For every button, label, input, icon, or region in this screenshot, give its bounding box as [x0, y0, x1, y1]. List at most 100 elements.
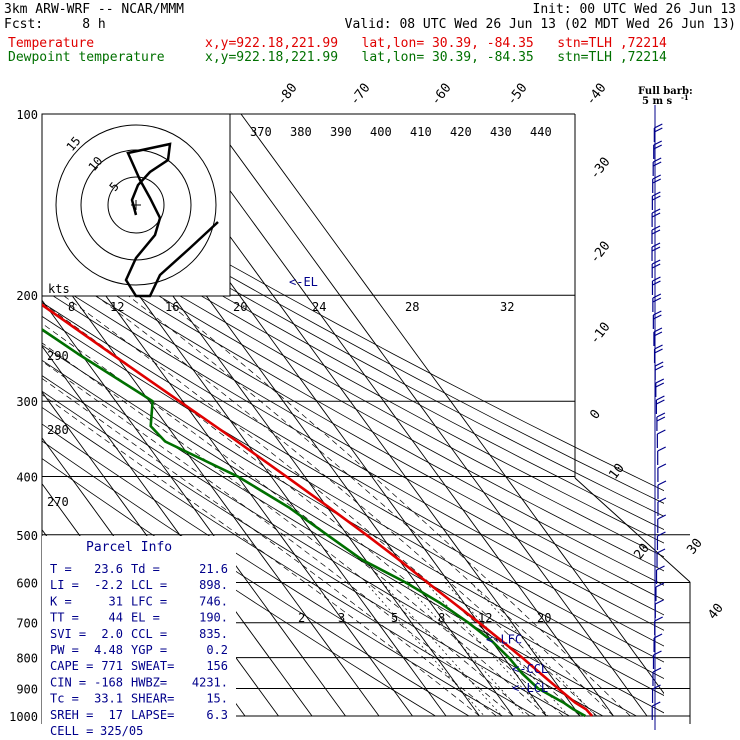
wind-barb-flag — [653, 327, 663, 333]
dewpoint-trace — [42, 327, 587, 718]
theta-e-label: 280 — [47, 423, 69, 437]
parcel-field-label: LAPSE= — [131, 708, 174, 722]
isotherm-label: -10 — [587, 320, 613, 348]
wind-barb-flag — [656, 399, 665, 405]
mixing-ratio-line — [365, 582, 485, 717]
wind-barb-flag — [657, 497, 667, 503]
parcel-field-label: Td = — [131, 562, 160, 576]
parcel-field-label: CELL = — [50, 724, 93, 738]
parcel-field-label: SREH = — [50, 708, 93, 722]
barb-legend-line1: Full barb: — [638, 86, 693, 97]
wind-barb-flag — [655, 378, 665, 384]
wind-barb-flag — [651, 212, 661, 218]
wind-barb-column — [651, 105, 667, 730]
level-annotation: <-LFC — [486, 632, 522, 646]
mixing-ratio-label: 5 — [391, 611, 398, 625]
barb-legend-line2: 5 m s — [642, 96, 673, 107]
mixing-ratio-label: 2 — [298, 611, 305, 625]
wind-barb-flag — [653, 144, 662, 150]
parcel-field-label: LFC = — [131, 594, 167, 608]
dry-adiabat-line — [42, 301, 664, 663]
wind-barb-flag — [654, 127, 663, 133]
dry-adiabat-line — [42, 390, 570, 717]
dewpoint-legend-label: Dewpoint temperature — [8, 50, 165, 65]
parcel-field-label: EL = — [131, 611, 160, 625]
parcel-field-value: 17 — [109, 708, 123, 722]
parcel-field-value: 6.3 — [206, 708, 228, 722]
forecast-hour: Fcst: 8 h — [4, 17, 106, 32]
pressure-tick-label: 200 — [16, 289, 38, 303]
isotherm-line — [240, 114, 664, 695]
isotherm-line — [42, 161, 447, 717]
wind-barb-flag — [653, 633, 663, 639]
level-annotation: <-LCL — [512, 681, 548, 695]
wind-barb-flag — [651, 229, 661, 235]
dry-adiabat-line — [42, 236, 664, 586]
wind-barb-flag — [651, 259, 661, 265]
parcel-field-value: 23.6 — [94, 562, 123, 576]
dry-adiabat-line — [42, 155, 664, 492]
barb-legend-exponent: -1 — [681, 93, 689, 102]
isotherm-label: -20 — [587, 239, 613, 267]
wind-barb-flag — [657, 514, 667, 520]
wind-barb-flag — [652, 684, 661, 690]
wind-barb-flag — [652, 178, 661, 184]
wind-barb-flag — [652, 293, 662, 299]
temperature-legend-label: Temperature — [8, 36, 95, 51]
parcel-field-value: 898. — [199, 578, 228, 592]
theta-label: 440 — [530, 125, 552, 139]
wind-barb-flag — [652, 174, 661, 180]
wind-barb-flag — [653, 314, 662, 320]
isotherm-line — [42, 115, 480, 717]
hodo-speed-label: 24 — [312, 300, 326, 314]
wind-barb-flag — [657, 446, 666, 452]
pressure-tick-label: 800 — [16, 652, 38, 666]
mixing-ratio-label: 20 — [537, 611, 551, 625]
wind-barb-flag — [656, 565, 665, 571]
dry-adiabat-line — [42, 274, 664, 631]
wind-barb-flag — [657, 429, 666, 435]
wind-barb-flag — [656, 395, 665, 401]
theta-label: 390 — [330, 125, 352, 139]
pressure-tick-label: 300 — [16, 395, 38, 409]
mixing-ratio-line — [425, 582, 549, 717]
parcel-info-title: Parcel Info — [86, 540, 172, 555]
hodo-speed-label: 8 — [68, 300, 75, 314]
wind-barb-flag — [652, 276, 661, 282]
theta-label: 420 — [450, 125, 472, 139]
dry-adiabat-line — [42, 200, 664, 544]
wind-barb-flag — [652, 191, 661, 197]
dry-adiabat-line — [42, 177, 664, 517]
parcel-field-label: K = — [50, 594, 72, 608]
pressure-tick-label: 1000 — [9, 710, 38, 724]
parcel-info-panel: Parcel Info T = 23.6 Td = 21.6 LI = -2.2 LCL =… — [42, 536, 236, 738]
theta-e-label: 290 — [47, 349, 69, 363]
hodo-speed-label: 28 — [405, 300, 419, 314]
model-title: 3km ARW-WRF -- NCAR/MMM — [4, 2, 185, 17]
wind-barb-flag — [654, 123, 663, 129]
wind-barb-flag — [652, 280, 661, 286]
wind-barb-flag — [651, 246, 661, 252]
parcel-field-label: CAPE = — [50, 659, 93, 673]
isotherm-line — [140, 114, 581, 717]
wind-barb-flag — [657, 531, 666, 537]
dry-adiabat-line — [42, 249, 664, 601]
isotherm-label: -60 — [428, 81, 454, 109]
parcel-field-value: -168 — [94, 675, 123, 689]
wind-barb-flag — [654, 365, 664, 371]
wind-barb-flag — [653, 650, 662, 656]
isotherm-label: -50 — [504, 81, 530, 109]
parcel-field-value: 156 — [206, 659, 228, 673]
isotherm-label: 0 — [587, 407, 604, 422]
parcel-field-value: 190. — [199, 611, 228, 625]
wind-barb-flag — [657, 480, 667, 486]
wind-barb-flag — [655, 382, 665, 388]
level-annotation: <-EL — [289, 275, 318, 289]
hodo-units: kts — [48, 282, 70, 296]
parcel-field-label: LCL = — [131, 578, 167, 592]
isotherm-line — [173, 114, 614, 717]
mixing-ratio-label: 3 — [338, 611, 345, 625]
pressure-tick-label: 700 — [16, 617, 38, 631]
plot-border — [574, 477, 691, 583]
